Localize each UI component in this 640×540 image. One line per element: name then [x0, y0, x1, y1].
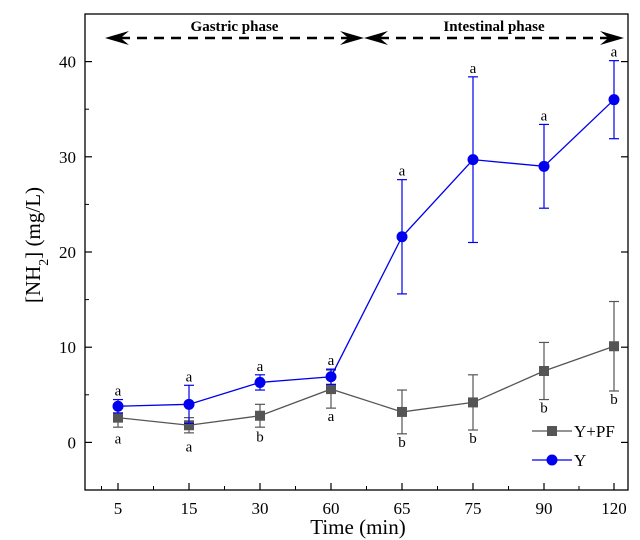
significance-label-y-pf: b	[610, 392, 618, 408]
x-tick-label: 90	[536, 499, 553, 518]
significance-label-y-pf: a	[186, 439, 193, 455]
data-point-y	[396, 231, 408, 243]
legend-label-y: Y	[574, 451, 586, 470]
data-point-y-pf	[326, 384, 336, 395]
y-tick-label: 10	[59, 338, 76, 357]
data-point-y	[112, 400, 124, 412]
data-point-y	[254, 376, 266, 388]
intestinal-phase-arrowhead-left	[364, 31, 388, 45]
y-tick-label: 30	[59, 148, 76, 167]
x-tick-label: 65	[394, 499, 411, 518]
significance-label-y: a	[399, 164, 406, 180]
data-point-y	[538, 160, 550, 172]
x-axis-label: Time (min)	[310, 515, 405, 539]
legend-label-y-pf: Y+PF	[574, 422, 615, 441]
series-line-y-pf	[117, 345, 615, 426]
significance-label-y: a	[328, 353, 335, 369]
y-tick-label: 0	[68, 433, 77, 452]
data-point-y-pf	[184, 420, 194, 431]
data-point-y-pf	[255, 410, 265, 421]
legend-marker-y	[546, 454, 558, 466]
significance-label-y-pf: b	[256, 430, 264, 446]
significance-label-y: a	[541, 108, 548, 124]
x-tick-label: 75	[465, 499, 482, 518]
x-tick-label: 30	[252, 499, 269, 518]
intestinal-phase-label: Intestinal phase	[443, 19, 545, 35]
gastric-phase-arrowhead-right	[340, 31, 364, 45]
data-point-y-pf	[609, 341, 619, 352]
data-point-y	[325, 371, 337, 383]
significance-label-y: a	[115, 384, 122, 400]
data-point-y-pf	[468, 397, 478, 408]
significance-label-y-pf: b	[469, 431, 477, 447]
y-axis-label: [NH2] (mg/L)	[21, 187, 52, 303]
gastric-phase-label: Gastric phase	[191, 19, 279, 35]
significance-label-y: a	[470, 61, 477, 77]
intestinal-phase-arrowhead-right	[600, 31, 624, 45]
data-point-y	[467, 154, 479, 166]
significance-label-y-pf: b	[540, 401, 548, 417]
x-tick-label: 15	[181, 499, 198, 518]
significance-label-y: a	[186, 369, 193, 385]
significance-label-y: a	[257, 359, 264, 375]
plot-frame	[84, 13, 629, 491]
y-tick-label: 20	[59, 243, 76, 262]
data-point-y	[183, 398, 195, 410]
data-point-y	[608, 94, 620, 106]
significance-label-y-pf: a	[328, 409, 335, 425]
x-tick-label: 60	[323, 499, 340, 518]
gastric-phase-arrowhead-left	[105, 31, 129, 45]
significance-label-y: a	[611, 45, 618, 61]
series-line-y	[117, 99, 615, 407]
x-tick-label: 5	[114, 499, 123, 518]
data-point-y-pf	[397, 406, 407, 417]
legend-marker-y-pf	[547, 426, 557, 436]
significance-label-y-pf: a	[115, 432, 122, 448]
y-tick-label: 40	[59, 53, 76, 72]
data-point-y-pf	[113, 412, 123, 423]
data-point-y-pf	[539, 366, 549, 376]
significance-label-y-pf: b	[398, 435, 406, 451]
x-tick-label: 120	[601, 499, 627, 518]
